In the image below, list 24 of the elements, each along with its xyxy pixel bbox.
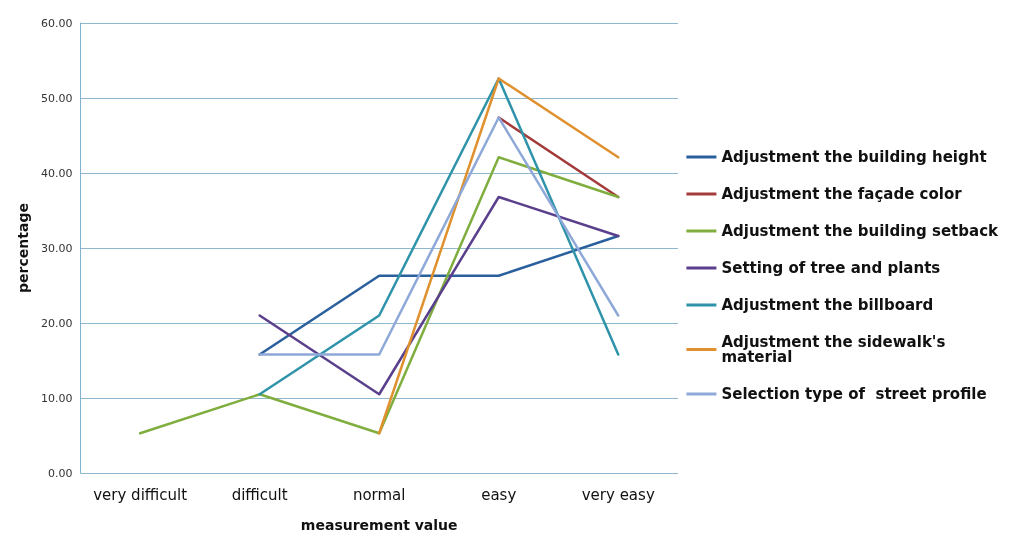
line-series: [258, 195, 620, 396]
y-tick-label: 60.00: [40, 16, 73, 30]
legend-label: Selection type of street profile: [721, 385, 987, 403]
y-tick-label: 20.00: [40, 316, 73, 330]
x-tick-label: very easy: [581, 485, 655, 504]
line-series: [258, 77, 620, 396]
legend-label: Adjustment the façade color: [721, 185, 963, 203]
y-axis-title: percentage: [15, 203, 31, 293]
x-tick-label: very difficult: [93, 485, 188, 504]
y-tick-label: 40.00: [40, 166, 73, 180]
legend-label: Setting of tree and plants: [721, 259, 941, 277]
x-tick-label: normal: [352, 485, 406, 504]
legend-label: Adjustment the building height: [721, 148, 987, 166]
x-axis-title: measurement value: [300, 517, 458, 533]
x-tick-label: easy: [481, 485, 517, 504]
y-tick-label: 50.00: [40, 91, 73, 105]
y-tick-label: 30.00: [40, 241, 73, 255]
x-tick-label: difficult: [231, 485, 288, 504]
y-tick-label: 10.00: [40, 391, 73, 405]
legend-label: Adjustment the building setback: [721, 222, 1000, 240]
line-series: [138, 156, 620, 435]
legend-label: Adjustment the billboard: [721, 296, 934, 314]
y-tick-label: 0.00: [47, 466, 73, 480]
legend-label: Adjustment the sidewalk's material: [721, 333, 951, 366]
